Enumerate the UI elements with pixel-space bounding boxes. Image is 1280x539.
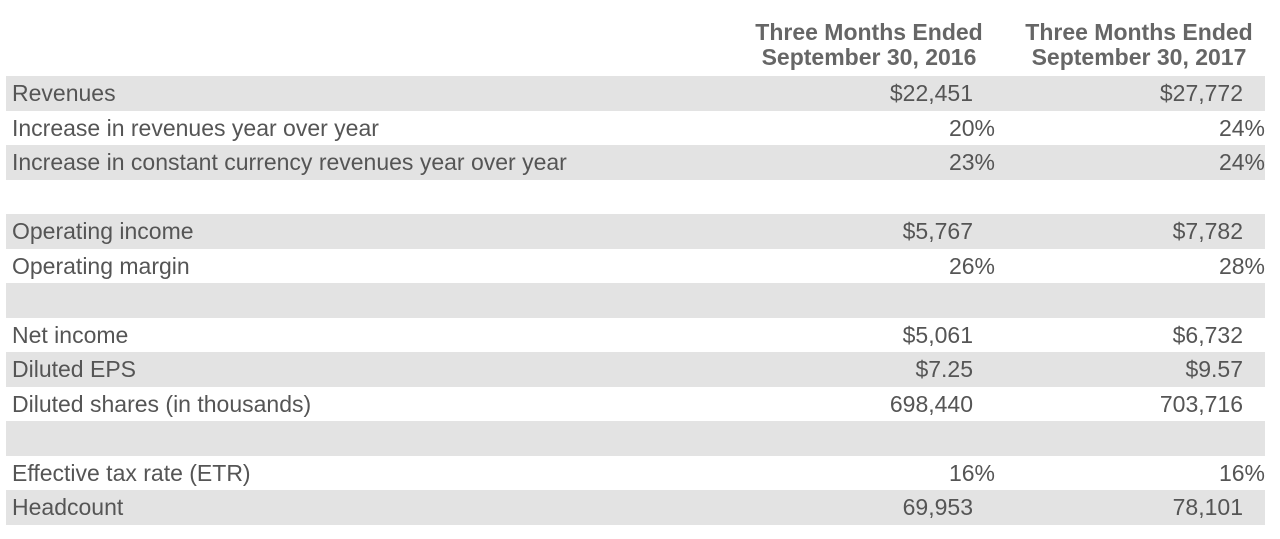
row-label: Operating margin — [12, 252, 190, 279]
table-header: Three Months Ended September 30, 2016 Th… — [6, 0, 1265, 76]
table-row-revenue-increase: Increase in revenues year over year 20% … — [6, 111, 1265, 146]
column-header-line1: Three Months Ended — [1025, 19, 1253, 45]
value-2017: $7,782 — [1172, 218, 1243, 244]
row-label: Diluted EPS — [12, 356, 137, 382]
table-row-diluted-shares: Diluted shares (in thousands) 698,440 70… — [6, 387, 1265, 422]
value-2017: 703,716 — [1159, 390, 1243, 417]
table-row-headcount: Headcount 69,953 78,101 — [6, 490, 1265, 525]
table-row-spacer — [6, 421, 1265, 456]
column-header-2016: Three Months Ended September 30, 2016 — [744, 20, 994, 70]
value-2016: 26% — [948, 252, 995, 279]
value-2017: $27,772 — [1159, 80, 1243, 106]
row-label: Increase in revenues year over year — [12, 114, 379, 141]
column-header-line2: September 30, 2016 — [761, 44, 977, 70]
table-row-spacer — [6, 283, 1265, 318]
table-row-effective-tax-rate: Effective tax rate (ETR) 16% 16% — [6, 456, 1265, 491]
row-label: Operating income — [12, 218, 194, 244]
table-row-constant-currency-increase: Increase in constant currency revenues y… — [6, 145, 1265, 180]
value-2017: $6,732 — [1172, 321, 1243, 348]
table-row-revenues: Revenues $22,451 $27,772 — [6, 76, 1265, 111]
table-row-net-income: Net income $5,061 $6,732 — [6, 318, 1265, 353]
value-2016: $5,061 — [902, 321, 973, 348]
value-2016: $7.25 — [915, 356, 973, 382]
row-label: Revenues — [12, 80, 116, 106]
column-header-line2: September 30, 2017 — [1031, 44, 1247, 70]
table-row-operating-income: Operating income $5,767 $7,782 — [6, 214, 1265, 249]
row-label: Net income — [12, 321, 129, 348]
value-2017: 24% — [1218, 114, 1265, 141]
value-2017: 24% — [1218, 149, 1265, 175]
column-header-line1: Three Months Ended — [755, 19, 983, 45]
value-2016: 69,953 — [902, 494, 973, 520]
value-2017: 28% — [1218, 252, 1265, 279]
value-2016: 16% — [948, 459, 995, 486]
value-2016: $5,767 — [902, 218, 973, 244]
value-2017: 16% — [1218, 459, 1265, 486]
row-label: Increase in constant currency revenues y… — [12, 149, 567, 175]
value-2016: 698,440 — [889, 390, 973, 417]
value-2017: $9.57 — [1185, 356, 1243, 382]
financial-summary-table: Three Months Ended September 30, 2016 Th… — [6, 0, 1265, 525]
row-label: Diluted shares (in thousands) — [12, 390, 312, 417]
value-2016: 20% — [948, 114, 995, 141]
value-2017: 78,101 — [1172, 494, 1243, 520]
value-2016: 23% — [948, 149, 995, 175]
table-row-operating-margin: Operating margin 26% 28% — [6, 249, 1265, 284]
row-label: Effective tax rate (ETR) — [12, 459, 251, 486]
row-label: Headcount — [12, 494, 124, 520]
column-header-2017: Three Months Ended September 30, 2017 — [1012, 20, 1266, 70]
value-2016: $22,451 — [889, 80, 973, 106]
table-row-spacer — [6, 180, 1265, 215]
table-row-diluted-eps: Diluted EPS $7.25 $9.57 — [6, 352, 1265, 387]
